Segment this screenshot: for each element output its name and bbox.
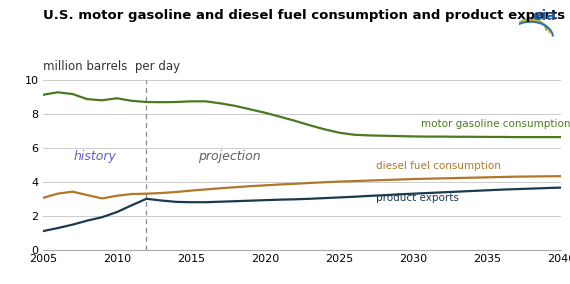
Text: eia: eia [532,9,556,22]
Text: history: history [73,150,116,163]
Text: diesel fuel consumption: diesel fuel consumption [376,160,501,171]
Text: projection: projection [198,150,261,163]
Text: product exports: product exports [376,193,459,203]
Text: million barrels  per day: million barrels per day [43,60,180,73]
Text: U.S. motor gasoline and diesel fuel consumption and product exports (2005-40): U.S. motor gasoline and diesel fuel cons… [43,9,570,22]
Text: motor gasoline consumption: motor gasoline consumption [421,119,570,129]
